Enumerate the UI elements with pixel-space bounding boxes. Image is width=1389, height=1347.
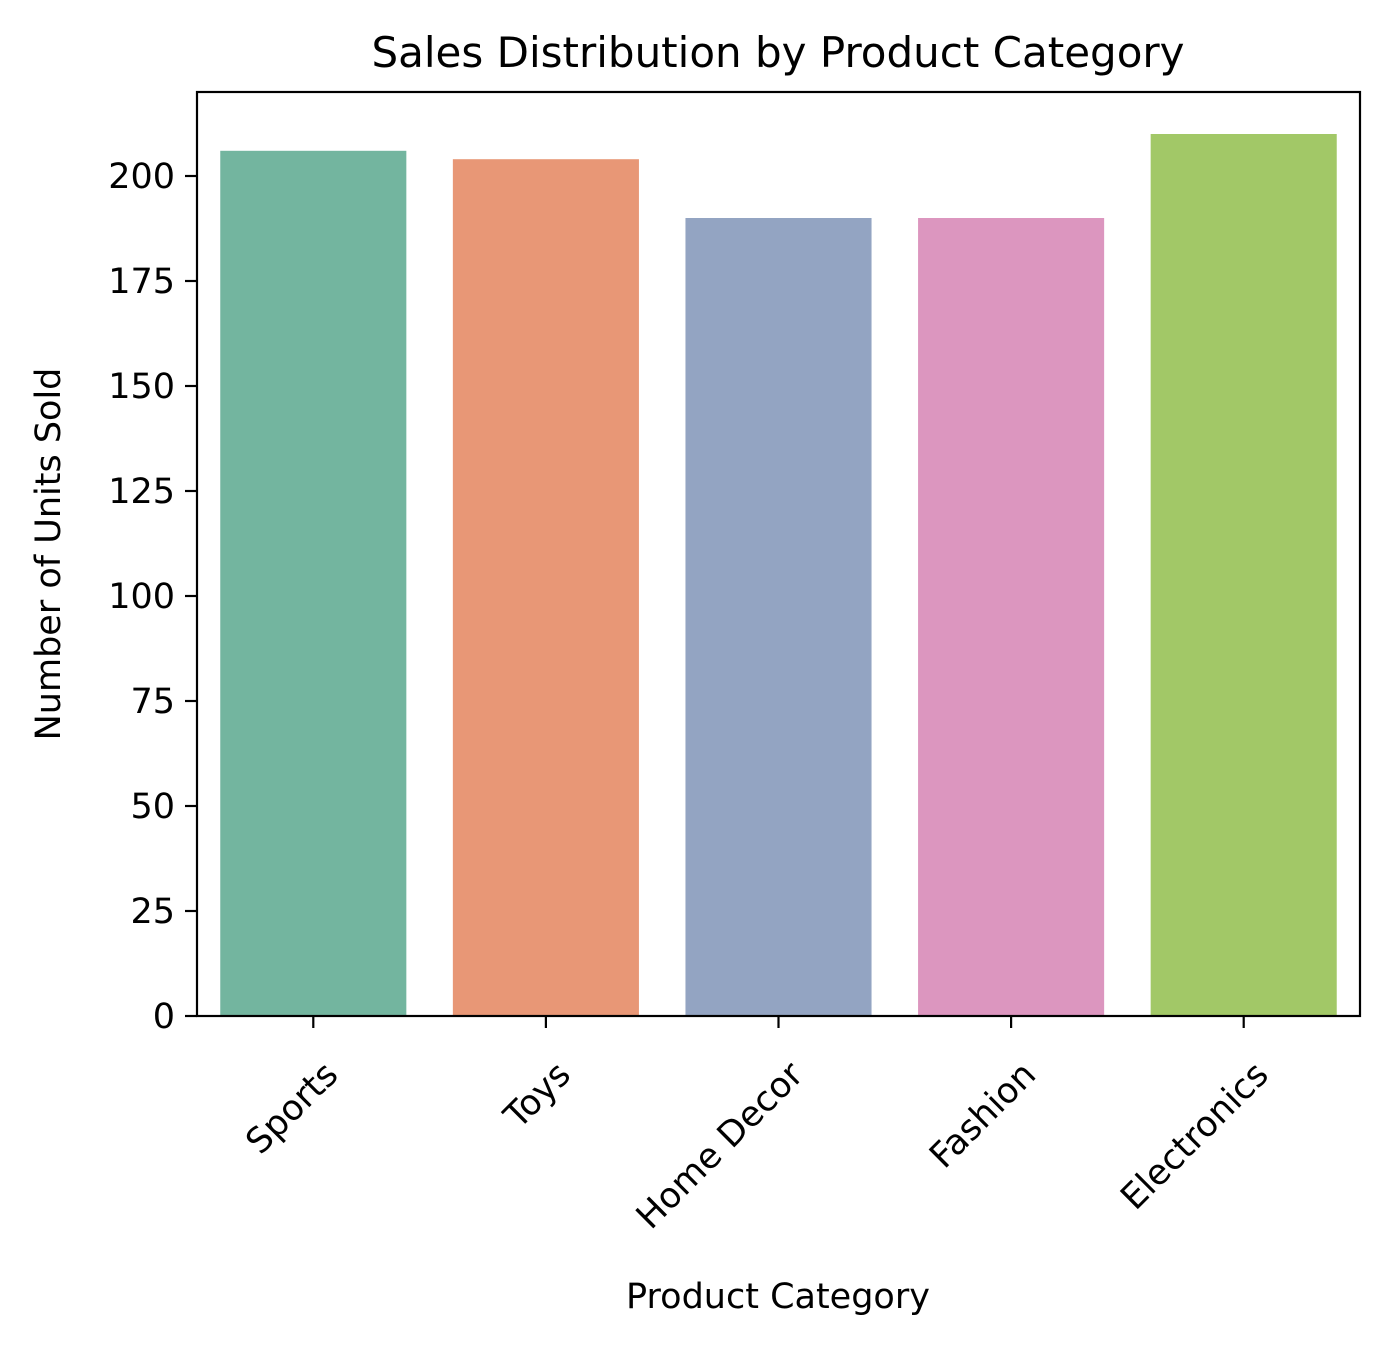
chart-title: Sales Distribution by Product Category bbox=[371, 28, 1184, 77]
bar-toys bbox=[452, 159, 639, 1016]
y-tick-label: 50 bbox=[130, 787, 175, 827]
y-tick-label: 0 bbox=[153, 997, 175, 1037]
plot-frame bbox=[195, 90, 1362, 1018]
x-axis: Sports Toys Home Decor Fashion Electronics bbox=[239, 1016, 1277, 1237]
bar-sports bbox=[220, 150, 407, 1017]
y-tick-label: 175 bbox=[108, 262, 175, 302]
x-axis-title: Product Category bbox=[626, 1277, 930, 1317]
y-axis: 0 25 50 75 100 125 150 175 200 bbox=[108, 157, 197, 1037]
y-tick-label: 125 bbox=[108, 472, 175, 512]
x-tick-label: Toys bbox=[496, 1055, 579, 1138]
x-tick-label: Fashion bbox=[922, 1055, 1044, 1177]
bars-group bbox=[220, 134, 1337, 1017]
y-axis-title: Number of Units Sold bbox=[29, 368, 69, 741]
bar-electronics bbox=[1150, 134, 1337, 1016]
y-tick-label: 100 bbox=[108, 577, 175, 617]
bar-home-decor bbox=[685, 218, 872, 1016]
y-tick-label: 150 bbox=[108, 367, 175, 407]
y-tick-label: 200 bbox=[108, 157, 175, 197]
x-tick-label: Electronics bbox=[1113, 1055, 1276, 1218]
x-tick-label: Sports bbox=[239, 1055, 347, 1163]
y-tick-label: 25 bbox=[130, 892, 175, 932]
bar-fashion bbox=[918, 218, 1105, 1016]
x-tick-label: Home Decor bbox=[629, 1054, 812, 1237]
y-tick-label: 75 bbox=[130, 682, 175, 722]
